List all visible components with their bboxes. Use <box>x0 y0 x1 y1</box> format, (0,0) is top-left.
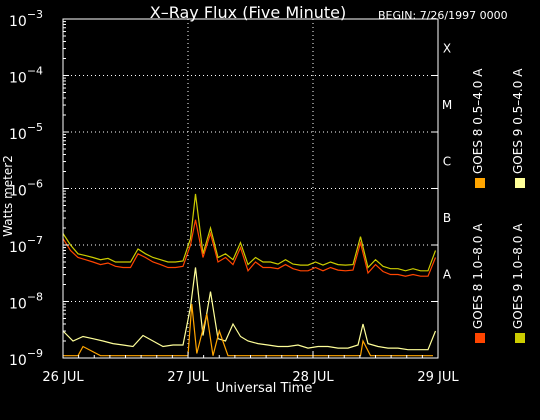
flare-class-label: X <box>443 41 451 55</box>
flare-class-label: M <box>442 98 452 112</box>
y-tick-label: 10−8 <box>9 291 43 313</box>
x-axis-label: Universal Time <box>216 381 313 396</box>
legend-swatch <box>515 333 525 343</box>
y-tick-label: 10−5 <box>9 121 43 143</box>
x-tick-label: 28 JUL <box>292 370 334 385</box>
flare-class-label: C <box>443 154 451 168</box>
series-line <box>63 304 433 357</box>
legend-label: GOES 8 1.0–8.0 A <box>471 223 485 329</box>
chart-grid <box>63 19 438 358</box>
chart-title: X–Ray Flux (Five Minute) <box>150 3 346 22</box>
legend-swatch <box>475 333 485 343</box>
flare-class-label: A <box>443 267 452 281</box>
chart-series <box>62 193 437 357</box>
y-tick-label: 10−4 <box>9 65 43 87</box>
y-tick-label: 10−3 <box>9 8 43 30</box>
x-tick-label: 29 JUL <box>417 370 459 385</box>
series-line <box>62 267 437 351</box>
y-tick-label: 10−6 <box>9 178 43 200</box>
legend-swatch <box>475 178 485 188</box>
series-line <box>62 219 437 277</box>
x-tick-label: 26 JUL <box>42 370 84 385</box>
y-tick-label: 10−7 <box>9 234 43 256</box>
flare-class-label: B <box>443 211 451 225</box>
legend-swatch <box>515 178 525 188</box>
y-axis-label: Watts meter2 <box>1 155 15 237</box>
series-line <box>62 193 437 272</box>
x-tick-label: 27 JUL <box>167 370 209 385</box>
chart-axes: 10−9 10−8 10−7 10−6 10−5 10−4 10−3 26 JUL 27 JUL… <box>9 8 459 385</box>
chart-legend: GOES 8 1.0–8.0 A GOES 8 0.5–4.0 A GOES 9 1… <box>471 68 525 343</box>
begin-label: BEGIN: 7/26/1997 0000 <box>378 9 508 22</box>
legend-label: GOES 8 0.5–4.0 A <box>471 68 485 174</box>
legend-label: GOES 9 1.0–8.0 A <box>511 223 525 329</box>
y-tick-label: 10−9 <box>9 347 43 369</box>
legend-label: GOES 9 0.5–4.0 A <box>511 68 525 174</box>
